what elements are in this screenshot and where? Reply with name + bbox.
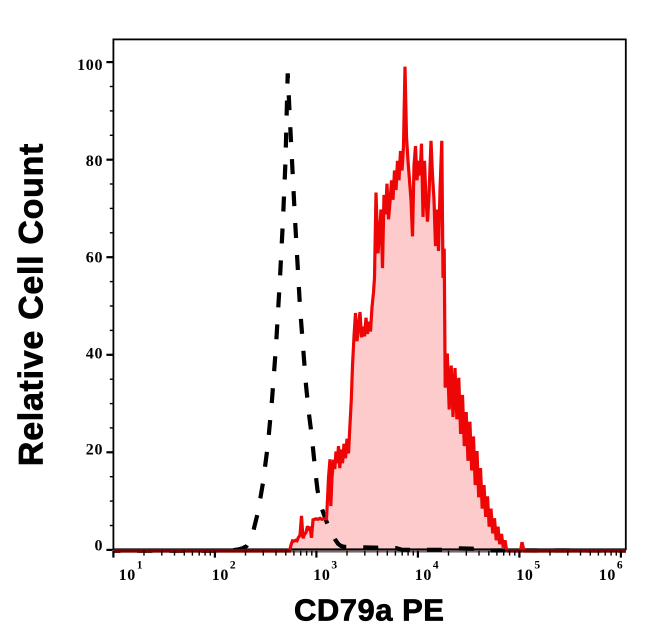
svg-text:10: 10: [212, 567, 229, 584]
svg-text:10: 10: [415, 567, 432, 584]
svg-text:CD79a PE: CD79a PE: [294, 592, 444, 627]
svg-text:4: 4: [433, 560, 439, 572]
svg-text:5: 5: [534, 560, 540, 572]
svg-text:60: 60: [86, 249, 103, 266]
svg-text:10: 10: [599, 567, 616, 584]
svg-text:10: 10: [313, 567, 330, 584]
svg-text:40: 40: [86, 345, 103, 362]
svg-text:10: 10: [516, 567, 533, 584]
svg-text:100: 100: [77, 57, 103, 74]
svg-text:1: 1: [137, 560, 143, 572]
svg-text:Relative Cell Count: Relative Cell Count: [13, 143, 51, 466]
svg-text:10: 10: [119, 567, 136, 584]
svg-text:80: 80: [86, 153, 103, 170]
svg-text:6: 6: [617, 560, 623, 572]
svg-text:2: 2: [230, 560, 236, 572]
svg-text:0: 0: [94, 538, 103, 555]
svg-text:20: 20: [86, 442, 103, 459]
svg-text:3: 3: [331, 560, 337, 572]
